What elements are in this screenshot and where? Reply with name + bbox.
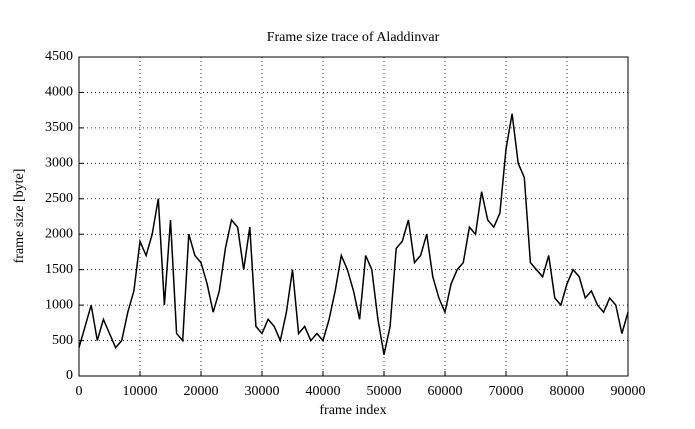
x-tick-label: 60000 <box>428 384 463 399</box>
x-tick-label: 70000 <box>489 384 524 399</box>
y-tick-label: 1500 <box>45 262 73 277</box>
x-tick-label: 80000 <box>550 384 585 399</box>
x-tick-label: 0 <box>76 384 83 399</box>
x-tick-label: 40000 <box>306 384 341 399</box>
y-tick-label: 2000 <box>45 226 73 241</box>
x-axis-label: frame index <box>319 403 386 418</box>
y-tick-label: 500 <box>52 333 73 348</box>
data-line <box>78 113 629 355</box>
x-tick-label: 10000 <box>123 384 158 399</box>
x-tick-label: 90000 <box>611 384 646 399</box>
x-tick-label: 50000 <box>367 384 402 399</box>
y-tick-label: 2500 <box>45 191 73 206</box>
x-tick-label: 30000 <box>245 384 280 399</box>
y-tick-label: 0 <box>66 368 73 383</box>
y-axis-label: frame size [byte] <box>12 169 27 264</box>
y-tick-label: 1000 <box>45 297 73 312</box>
y-tick-label: 4500 <box>45 49 73 64</box>
y-tick-label: 3500 <box>45 120 73 135</box>
chart-title: Frame size trace of Aladdinvar <box>267 30 440 45</box>
y-tick-label: 4000 <box>45 85 73 100</box>
y-tick-label: 3000 <box>45 156 73 171</box>
plot-frame <box>78 56 629 377</box>
x-tick-label: 20000 <box>184 384 219 399</box>
